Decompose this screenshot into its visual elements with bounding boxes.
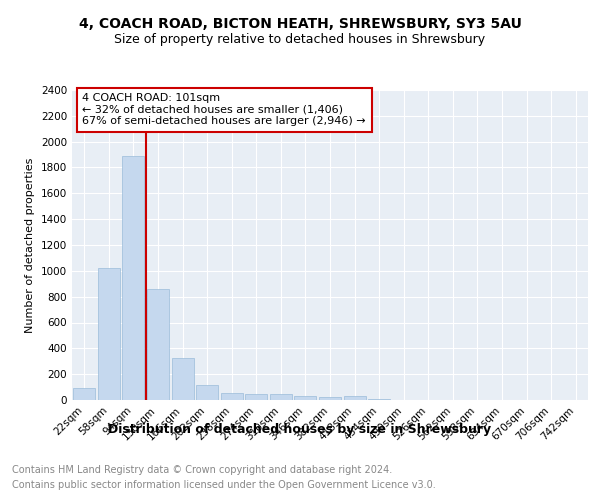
Y-axis label: Number of detached properties: Number of detached properties [25, 158, 35, 332]
Bar [98, 268, 120, 400]
Bar [245, 394, 268, 400]
Bar [319, 397, 341, 400]
Bar [172, 358, 194, 400]
Bar [270, 394, 292, 400]
Bar [147, 289, 169, 400]
Bar [122, 156, 145, 400]
Bar [344, 396, 365, 400]
Text: 4 COACH ROAD: 101sqm
← 32% of detached houses are smaller (1,406)
67% of semi-de: 4 COACH ROAD: 101sqm ← 32% of detached h… [82, 93, 366, 126]
Text: Size of property relative to detached houses in Shrewsbury: Size of property relative to detached ho… [115, 32, 485, 46]
Bar [221, 393, 243, 400]
Text: Contains HM Land Registry data © Crown copyright and database right 2024.: Contains HM Land Registry data © Crown c… [12, 465, 392, 475]
Text: Contains public sector information licensed under the Open Government Licence v3: Contains public sector information licen… [12, 480, 436, 490]
Bar [196, 385, 218, 400]
Text: 4, COACH ROAD, BICTON HEATH, SHREWSBURY, SY3 5AU: 4, COACH ROAD, BICTON HEATH, SHREWSBURY,… [79, 18, 521, 32]
Text: Distribution of detached houses by size in Shrewsbury: Distribution of detached houses by size … [109, 422, 491, 436]
Bar [73, 388, 95, 400]
Bar [295, 396, 316, 400]
